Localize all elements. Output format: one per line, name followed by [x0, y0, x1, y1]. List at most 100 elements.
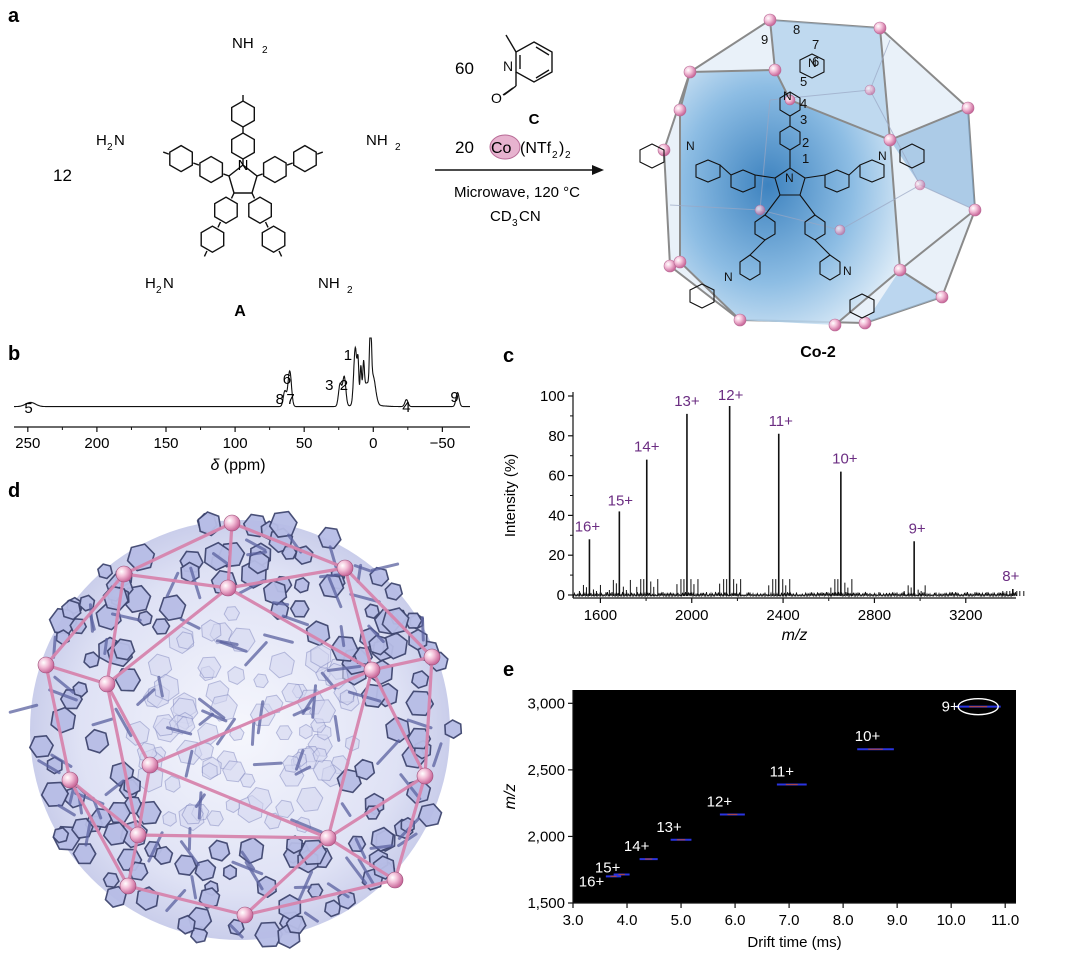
crystal-bond	[8, 703, 39, 714]
ms-y-label: Intensity (%)	[502, 454, 519, 537]
crystal-edge	[136, 764, 152, 836]
svg-text:CN: CN	[519, 208, 541, 225]
crystal-ring	[310, 643, 332, 668]
crystal-edge	[370, 669, 427, 777]
crystal-edge	[393, 775, 427, 881]
crystal-bond	[240, 850, 256, 871]
crystal-ring	[151, 618, 171, 635]
crystal-ring	[275, 725, 293, 741]
compound-a-label: A	[234, 303, 246, 320]
crystal-co-atom	[336, 559, 354, 577]
nmr-tick-label: 50	[296, 435, 313, 452]
svg-text:2: 2	[156, 285, 162, 296]
ms-y-tick-label: 100	[540, 388, 565, 405]
crystal-edge	[45, 663, 108, 686]
crystal-bond	[354, 837, 367, 860]
crystal-ring	[114, 668, 142, 692]
im-charge-label: 13+	[656, 819, 682, 836]
crystal-ring	[227, 666, 245, 685]
nmr-peak-label: 3	[325, 377, 333, 394]
crystal-ring	[299, 723, 313, 740]
crystal-ring	[296, 786, 324, 812]
im-x-tick-label: 11.0	[991, 912, 1019, 929]
svg-text:2: 2	[347, 285, 353, 296]
cage-vertex	[858, 316, 872, 330]
im-y-tick-label: 2,000	[527, 828, 565, 845]
crystal-ring	[417, 803, 443, 828]
crystal-edge	[326, 669, 374, 839]
crystal-bond	[281, 614, 310, 627]
cage-vertex	[883, 133, 897, 147]
crystal-ring	[369, 566, 390, 587]
atom-label: 2	[802, 135, 809, 150]
crystal-ring	[364, 805, 381, 820]
ms-y-tick-label: 40	[548, 507, 565, 524]
crystal-ring	[364, 603, 380, 620]
crystal-edge	[123, 521, 233, 576]
ms-y-tick-label: 80	[548, 428, 565, 445]
ms-x-tick-label: 2000	[675, 607, 708, 624]
crystal-edge	[371, 655, 433, 672]
crystal-edge	[343, 566, 434, 659]
crystal-bond	[297, 870, 314, 901]
svg-text:3: 3	[512, 218, 518, 229]
crystal-edge	[343, 567, 374, 671]
crystal-bond	[166, 726, 193, 736]
ms-charge-label: 16+	[575, 518, 601, 535]
ms-x-tick-label: 1600	[584, 607, 617, 624]
im-charge-label: 12+	[707, 793, 733, 810]
crystal-ring	[153, 845, 174, 866]
panel-letter-a: a	[8, 5, 20, 27]
crystal-bond	[184, 749, 194, 778]
crystal-ring	[384, 582, 404, 601]
crystal-ring	[289, 600, 310, 618]
aldehyde-c-structure	[502, 34, 553, 96]
amine-bottom-left: H 2 N	[145, 275, 174, 296]
crystal-bond	[432, 742, 443, 768]
conditions-line1: Microwave, 120 °C	[454, 184, 580, 201]
crystal-bond	[165, 889, 187, 913]
stoich-c: 60	[455, 59, 474, 78]
nmr-spectrum: 250 200 150 100 50 0 −50 δ (ppm) 5 8 7 6 3 2 1 4 9	[14, 337, 470, 474]
crystal-edge	[327, 836, 396, 882]
ms-charge-label: 12+	[718, 387, 744, 404]
crystal-bond	[252, 761, 283, 767]
cage-vertex	[784, 94, 796, 106]
svg-text:NH: NH	[232, 35, 254, 52]
crystal-edge	[231, 521, 346, 570]
crystal-edge	[243, 836, 330, 917]
nmr-trace	[14, 337, 470, 408]
im-x-tick-label: 8.0	[833, 912, 854, 929]
crystal-bond	[231, 860, 264, 876]
crystal-ring	[40, 781, 70, 808]
crystal-bond	[187, 826, 192, 851]
crystal-ring	[206, 810, 224, 827]
crystal-ring	[293, 576, 310, 594]
crystal-bond	[91, 717, 114, 727]
crystal-ring	[208, 839, 231, 862]
nmr-tick-label: 100	[223, 435, 248, 452]
crystal-bond	[84, 820, 92, 847]
crystal-ring	[285, 914, 307, 935]
crystal-ring	[128, 861, 149, 881]
ms-y-tick-label: 0	[557, 587, 565, 604]
crystal-bond	[326, 664, 362, 672]
crystal-ring	[158, 594, 187, 622]
crystal-bond	[311, 684, 318, 719]
atom-label: 9	[761, 32, 768, 47]
crystal-ring	[262, 579, 288, 606]
crystal-bond	[179, 840, 200, 867]
ms-x-label: m/z	[782, 627, 808, 644]
cage-vertex	[828, 318, 842, 332]
crystal-ring	[222, 760, 246, 783]
nmr-tick-label: 0	[369, 435, 377, 452]
crystal-co-atom	[141, 756, 159, 774]
crystal-bond	[420, 616, 425, 642]
crystal-bond	[333, 715, 341, 742]
crystal-bond	[229, 923, 244, 939]
svg-text:N: N	[843, 264, 852, 278]
crystal-bond	[345, 856, 368, 885]
atom-label: 8	[793, 22, 800, 37]
crystal-bond	[370, 562, 400, 572]
ms-x-tick-label: 2800	[858, 607, 891, 624]
